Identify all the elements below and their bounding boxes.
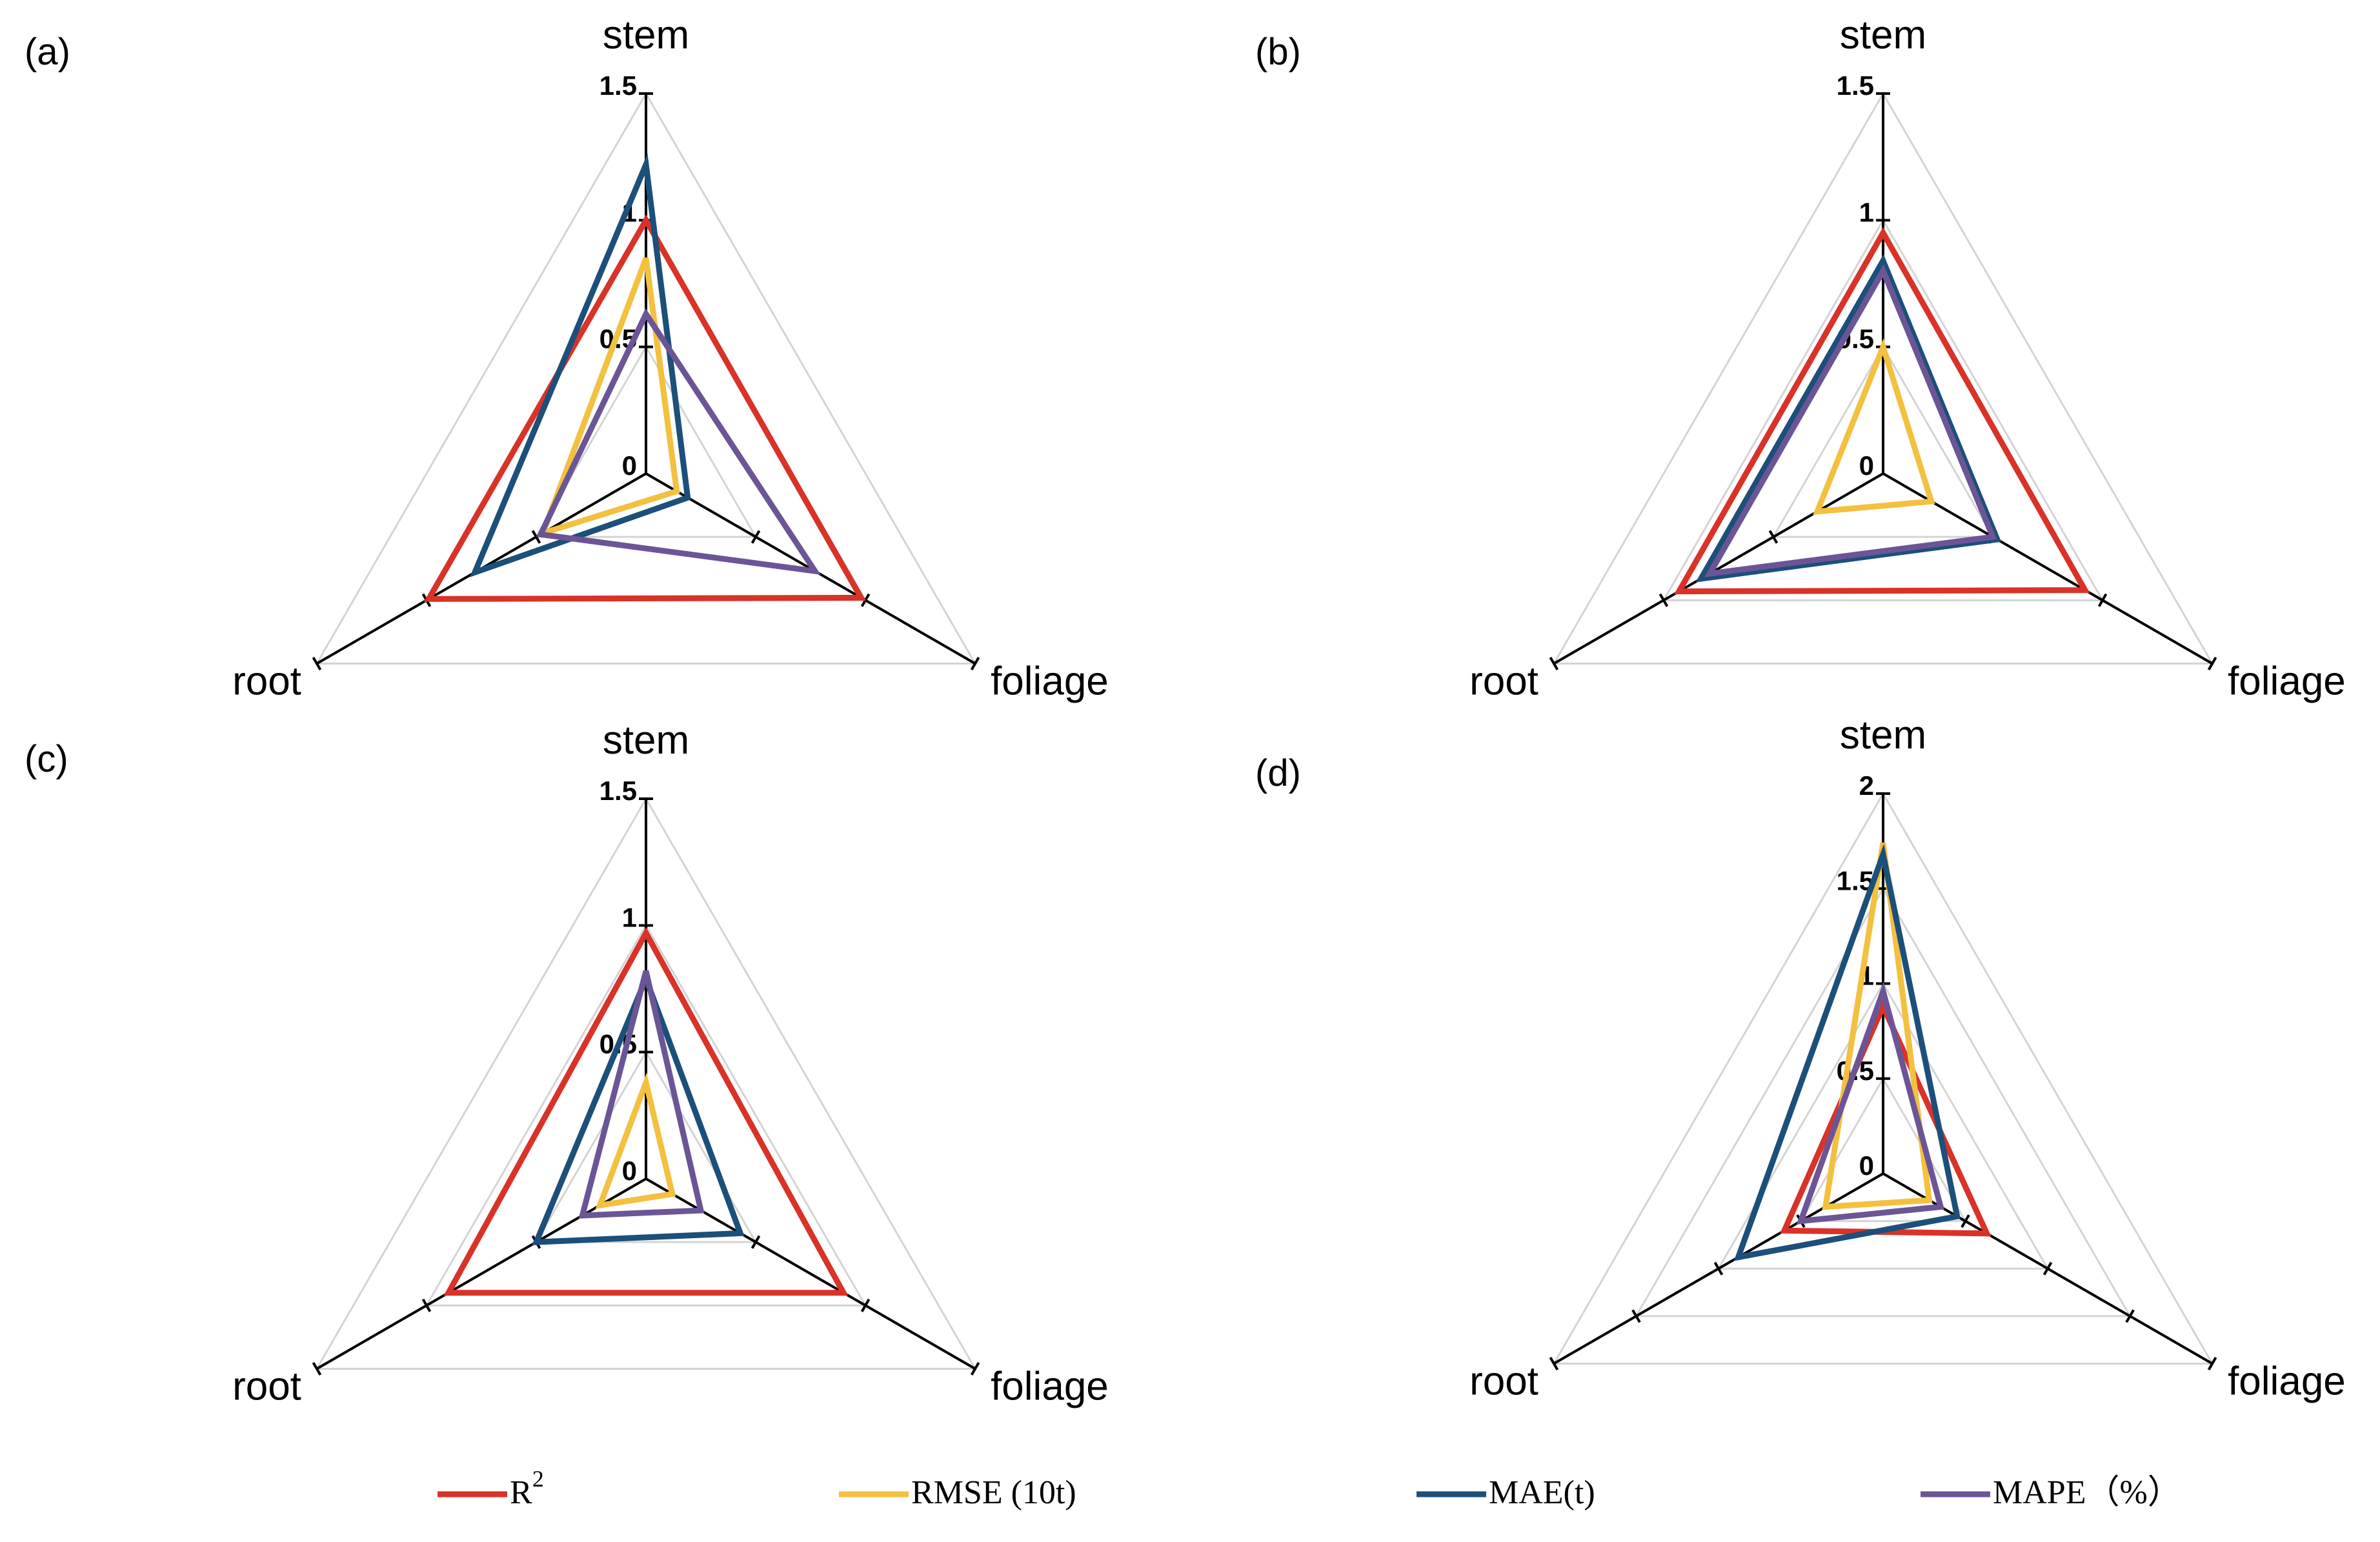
- series-rmse: [538, 257, 680, 538]
- grid-ring: [1717, 981, 2050, 1270]
- legend-label-superscript: 2: [532, 1466, 544, 1492]
- axis-label-stem: stem: [603, 718, 689, 763]
- axis-tick: [1768, 530, 1779, 544]
- axis-label-root: root: [1469, 1359, 1538, 1404]
- axis-tick: [1961, 1214, 1970, 1228]
- axis-label-root: root: [1469, 659, 1538, 704]
- axis-label-stem: stem: [603, 13, 689, 57]
- legend-item-r2: R2: [438, 1466, 544, 1511]
- grid-ring: [315, 797, 977, 1370]
- axis-line-foliage: [1882, 472, 2214, 665]
- panel-label: (b): [1255, 31, 1301, 73]
- axis-label-foliage: foliage: [2228, 659, 2346, 704]
- grid-ring: [1552, 791, 2214, 1365]
- series-mae: [469, 153, 691, 577]
- tick-label: 2: [1859, 770, 1874, 801]
- axis-tick: [1659, 593, 1669, 607]
- series-mape: [536, 308, 822, 575]
- series-mae: [532, 970, 745, 1245]
- tick-label: 1: [622, 902, 637, 932]
- grid-ring: [1662, 218, 2104, 601]
- series-r2: [443, 926, 849, 1296]
- legend-label: MAE(t): [1489, 1474, 1595, 1511]
- axis-label-foliage: foliage: [2228, 1359, 2346, 1404]
- axis-label-stem: stem: [1840, 713, 1926, 757]
- series-rmse: [1813, 338, 1935, 516]
- tick-label: 0: [622, 450, 637, 481]
- axis-tick: [751, 1235, 761, 1249]
- tick-label: 1.5: [600, 70, 637, 101]
- tick-label: 1: [1859, 197, 1874, 227]
- legend-item-mae: MAE(t): [1417, 1474, 1595, 1511]
- axis-tick: [970, 656, 980, 671]
- axis-tick: [312, 1361, 322, 1376]
- tick-label: 0: [622, 1156, 637, 1186]
- axis-tick: [970, 1361, 980, 1376]
- legend-label: MAPE（%）: [1993, 1474, 2181, 1511]
- axis-line-foliage: [645, 1177, 976, 1370]
- tick-label: 1.5: [1837, 70, 1874, 101]
- legend-item-rmse: RMSE (10t): [839, 1474, 1076, 1511]
- series-rmse: [1822, 842, 1933, 1210]
- series-mape: [1796, 981, 1944, 1225]
- legend-label: RMSE (10t): [911, 1474, 1076, 1511]
- grid-ring: [534, 1050, 758, 1243]
- series-r2: [423, 214, 866, 602]
- series-rmse: [595, 1072, 676, 1209]
- tick-label: 1.5: [600, 776, 637, 806]
- axis-label-foliage: foliage: [991, 659, 1109, 704]
- axis-tick: [1549, 656, 1559, 671]
- series-r2: [1673, 226, 2090, 595]
- grid-ring: [1552, 91, 2214, 665]
- grid-ring: [315, 92, 977, 665]
- series-mape: [578, 970, 705, 1219]
- axis-label-stem: stem: [1840, 13, 1926, 57]
- axis-tick: [751, 530, 761, 544]
- axis-tick: [531, 530, 541, 544]
- tick-label: 0: [1859, 450, 1874, 481]
- axis-tick: [1549, 1356, 1559, 1371]
- axis-tick: [2042, 1261, 2053, 1276]
- axis-tick: [860, 1298, 871, 1312]
- axis-tick: [2097, 593, 2108, 607]
- axis-tick: [2125, 1309, 2135, 1323]
- axis-tick: [421, 1298, 432, 1312]
- legend: R2 RMSE (10t) MAE(t) MAPE（%）: [438, 1466, 2181, 1511]
- panel-label: (a): [25, 31, 70, 73]
- legend-label: R2: [510, 1466, 544, 1511]
- grid-ring: [425, 923, 867, 1307]
- series-mape: [1704, 264, 1997, 577]
- axis-tick: [1713, 1261, 1724, 1276]
- axis-tick: [2207, 1356, 2217, 1371]
- tick-label: 0: [1859, 1150, 1874, 1181]
- panel-label: (c): [25, 738, 68, 780]
- grid-ring: [1634, 886, 2132, 1317]
- axis-tick: [312, 656, 322, 671]
- grid-ring: [1771, 345, 1995, 538]
- axis-tick: [1631, 1309, 1641, 1323]
- grid-ring: [534, 345, 758, 538]
- axis-tick: [2207, 656, 2217, 671]
- axis-label-root: root: [232, 1365, 301, 1409]
- axis-line-root: [316, 1177, 647, 1370]
- series-mae: [1695, 254, 2002, 583]
- panel-label: (d): [1255, 752, 1301, 794]
- axis-label-root: root: [232, 659, 301, 704]
- legend-item-mape: MAPE（%）: [1921, 1474, 2181, 1511]
- series-mae: [1733, 843, 1961, 1261]
- axis-line-root: [1553, 472, 1884, 665]
- axis-label-foliage: foliage: [991, 1365, 1109, 1409]
